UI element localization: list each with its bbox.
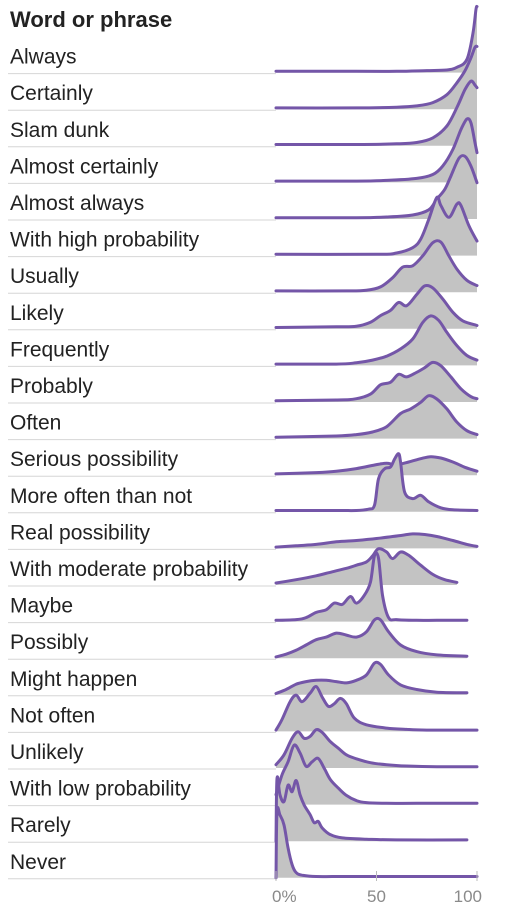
ridge-area (276, 46, 477, 110)
ridge-row: More often than not (8, 452, 479, 514)
ridge-line (274, 728, 479, 769)
x-axis-ticks: 0% 50 100 (272, 887, 482, 906)
ridge-row: Rarely (8, 775, 469, 843)
ridge-area (276, 662, 467, 695)
row-label: Often (10, 412, 61, 435)
ridge-row: Certainly (8, 44, 479, 111)
chart-rows: Always Certainly Slam dunk Almost certainly… (8, 4, 479, 880)
ridge-line (274, 547, 459, 585)
row-label: With high probability (10, 229, 200, 252)
ridge-line (274, 660, 469, 695)
row-label: With moderate probability (10, 558, 249, 581)
ridge-area (276, 315, 477, 366)
ridge-line (274, 314, 479, 366)
ridge-line (274, 684, 479, 732)
x-tick-label: 50 (367, 887, 386, 906)
ridge-row: Frequently (8, 314, 479, 367)
ridge-row: Always (8, 4, 479, 75)
ridge-row: Serious possibility (8, 448, 479, 477)
ridge-area (276, 618, 467, 659)
ridge-row: Maybe (8, 551, 469, 624)
row-label: Probably (10, 375, 93, 398)
ridge-line (274, 532, 479, 549)
ridge-line (274, 360, 479, 403)
ridge-area (276, 395, 477, 439)
ridge-row: Might happen (8, 660, 469, 697)
row-label: Certainly (10, 82, 93, 105)
row-label: Frequently (10, 338, 110, 361)
ridge-line (274, 455, 479, 476)
ridge-row: With high probability (8, 195, 479, 258)
row-label: Usually (10, 265, 79, 288)
ridge-area (276, 240, 477, 293)
ridge-line (274, 239, 479, 293)
row-label: Slam dunk (10, 119, 110, 142)
row-label: Unlikely (10, 741, 84, 764)
ridge-line (274, 551, 469, 622)
row-label: Not often (10, 704, 95, 727)
row-label: Maybe (10, 595, 73, 618)
row-label: Might happen (10, 668, 137, 691)
ridge-area (276, 197, 477, 256)
x-tick-label: 0% (272, 887, 297, 906)
ridge-line (274, 4, 479, 73)
ridge-area (276, 744, 477, 805)
row-label: More often than not (10, 485, 192, 508)
ridge-area (276, 533, 477, 549)
row-label: Likely (10, 302, 64, 325)
ridge-line (274, 616, 469, 659)
row-label: Possibly (10, 631, 89, 654)
ridge-line (274, 195, 479, 256)
row-label: With low probability (10, 778, 191, 801)
row-label: Real possibility (10, 521, 151, 544)
ridge-row: With low probability (8, 743, 479, 807)
row-label: Never (10, 851, 66, 874)
ridge-area (276, 362, 477, 402)
row-label: Almost always (10, 192, 144, 215)
ridge-line (274, 154, 479, 220)
ridge-row: Probably (8, 360, 479, 404)
ridge-row: Often (8, 394, 479, 441)
column-header: Word or phrase (10, 7, 172, 32)
ridge-row: Usually (8, 239, 479, 294)
row-label: Almost certainly (10, 155, 159, 178)
ridge-area (276, 81, 477, 146)
ridge-area (276, 6, 477, 73)
ridge-line (274, 394, 479, 439)
ridge-line (274, 283, 479, 329)
ridge-area (276, 686, 477, 732)
ridge-row: With moderate probability (8, 547, 459, 587)
row-label: Rarely (10, 814, 71, 837)
row-label: Serious possibility (10, 448, 179, 471)
ridge-row: Unlikely (8, 728, 479, 770)
ridge-area (276, 552, 467, 622)
ridge-row: Real possibility (8, 521, 479, 550)
ridge-line (274, 452, 479, 513)
ridge-line (274, 806, 479, 880)
ridge-row: Never (8, 806, 479, 880)
ridge-row: Possibly (8, 616, 469, 660)
ridge-line (274, 79, 479, 147)
ridge-line (274, 117, 479, 183)
row-label: Always (10, 46, 77, 69)
ridge-line (274, 743, 479, 805)
x-tick-label: 100 (454, 887, 482, 906)
ridge-row: Not often (8, 684, 479, 733)
ridge-line (274, 44, 479, 110)
ridge-line (274, 775, 469, 843)
